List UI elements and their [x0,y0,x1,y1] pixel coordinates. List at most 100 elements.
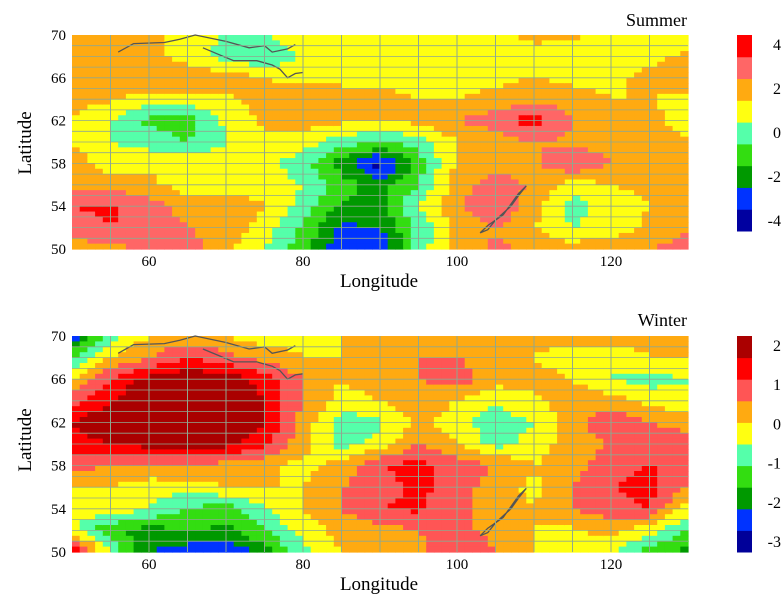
heatmap-cell [641,136,651,143]
heatmap-cell [356,83,366,90]
heatmap-cell [380,465,389,472]
heatmap-cell [403,163,412,170]
heatmap-cell [341,120,350,127]
heatmap-cell [195,109,204,116]
heatmap-cell [233,190,242,197]
heatmap-cell [310,498,319,504]
heatmap-cell [495,61,504,68]
heatmap-cell [102,417,112,423]
heatmap-cell [480,184,489,191]
heatmap-cell [387,238,396,245]
heatmap-cell [149,104,158,111]
heatmap-cell [503,40,512,47]
colorbar-swatch [737,78,752,101]
heatmap-cell [364,487,373,494]
heatmap-cell [495,147,504,154]
heatmap-cell [510,211,520,218]
heatmap-cell [249,368,258,375]
heatmap-cell [133,147,142,154]
heatmap-cell [195,61,204,68]
heatmap-cell [572,93,581,100]
heatmap-cell [202,471,212,477]
heatmap-cell [372,352,381,359]
heatmap-cell [318,411,327,418]
heatmap-cell [503,136,512,143]
heatmap-cell [364,384,373,391]
heatmap-cell [341,142,350,148]
heatmap-cell [603,163,612,170]
heatmap-cell [310,56,319,63]
heatmap-cell [172,227,181,234]
heatmap-cell [657,142,666,148]
heatmap-cell [72,514,81,521]
heatmap-cell [272,35,281,41]
heatmap-cell [487,238,497,245]
heatmap-cell [626,109,635,116]
heatmap-cell [272,465,281,472]
heatmap-cell [79,184,88,191]
heatmap-cell [580,99,589,106]
heatmap-cell [179,136,189,143]
heatmap-cell [241,390,250,396]
heatmap-cell [495,99,504,106]
heatmap-cell [426,35,435,41]
heatmap-cell [303,503,312,510]
heatmap-cell [318,77,327,84]
heatmap-cell [202,179,212,186]
heatmap-cell [133,373,142,380]
heatmap-cell [295,51,304,57]
heatmap-cell [179,104,189,111]
heatmap-cell [510,83,520,90]
heatmap-cell [249,232,258,239]
heatmap-cell [641,67,651,74]
heatmap-cell [295,454,304,461]
heatmap-cell [72,449,81,456]
heatmap-cell [587,243,597,250]
heatmap-cell [333,454,343,461]
heatmap-cell [341,346,350,353]
heatmap-cell [133,206,142,213]
heatmap-cell [487,163,497,170]
heatmap-cell [279,115,289,122]
heatmap-cell [110,109,119,116]
heatmap-cell [233,168,242,175]
heatmap-cell [179,227,189,234]
heatmap-cell [79,67,88,74]
heatmap-cell [395,530,404,537]
heatmap-cell [226,109,235,116]
heatmap-cell [395,238,404,245]
heatmap-cell [241,125,250,132]
heatmap-cell [172,184,181,191]
heatmap-cell [418,158,427,164]
heatmap-cell [534,67,543,74]
heatmap-cell [303,541,312,548]
heatmap-cell [156,93,165,100]
heatmap-cell [202,40,212,47]
heatmap-cell [172,438,181,445]
heatmap-cell [541,45,550,52]
heatmap-cell [195,136,204,143]
heatmap-cell [333,508,343,515]
heatmap-cell [141,487,150,494]
heatmap-cell [626,163,635,170]
heatmap-cell [210,51,219,57]
heatmap-cell [226,384,235,391]
heatmap-cell [657,51,666,57]
heatmap-cell [349,373,358,380]
heatmap-cell [534,142,543,148]
heatmap-cell [202,243,212,250]
heatmap-cell [680,56,689,63]
heatmap-cell [272,400,281,407]
heatmap-cell [472,158,481,164]
heatmap-cell [410,35,420,41]
heatmap-cell [233,481,242,488]
heatmap-cell [179,190,189,197]
heatmap-cell [333,476,343,483]
heatmap-cell [572,158,581,164]
heatmap-cell [226,411,235,418]
heatmap-cell [141,77,150,84]
heatmap-cell [118,465,127,472]
heatmap-cell [387,115,396,122]
heatmap-cell [179,72,189,79]
heatmap-cell [426,238,435,245]
